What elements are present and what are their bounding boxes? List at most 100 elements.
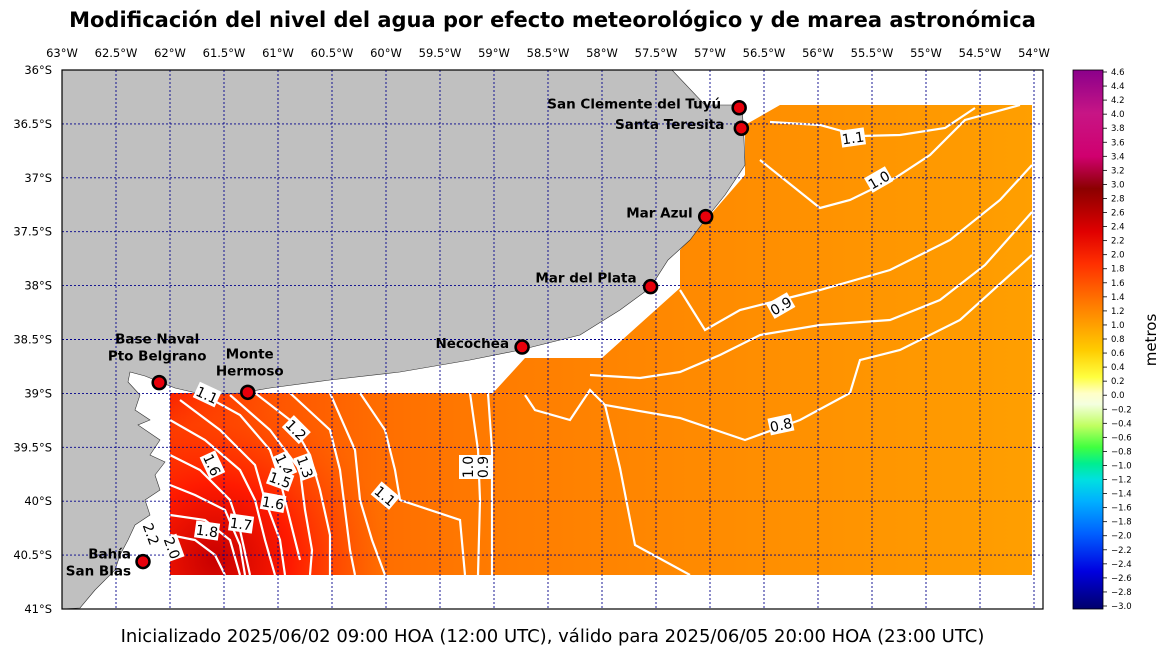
contour-label-bg — [767, 413, 795, 436]
lat-tick-label: 39.5°S — [13, 440, 52, 454]
station[interactable]: Mar Azul — [626, 206, 714, 225]
contour-label-bg — [459, 455, 476, 479]
lon-tick-label: 55°W — [910, 46, 942, 60]
contour-label-text: 1.0 — [461, 456, 477, 478]
station-marker[interactable] — [697, 208, 714, 225]
station[interactable]: Bahía San Blas — [66, 547, 151, 580]
colorbar-tick-label: 3.8 — [1111, 124, 1125, 134]
contour-label-bg — [271, 450, 298, 480]
lon-tick-label: 57.5°W — [635, 46, 678, 60]
station-label: Santa Teresita — [615, 117, 724, 133]
lon-tick-label: 58°W — [586, 46, 618, 60]
station[interactable]: Santa Teresita — [615, 117, 750, 136]
station[interactable]: San Clemente del Tuyú — [547, 97, 747, 116]
lon-tick-label: 60.5°W — [311, 46, 354, 60]
contour-label-bg — [160, 533, 185, 563]
colorbar-tick-label: 3.6 — [1111, 138, 1125, 148]
station-marker[interactable] — [642, 278, 659, 295]
contour-label: 2.0 — [160, 533, 185, 563]
station-label-line: Necochea — [435, 336, 509, 352]
colorbar-tick-label: 1.4 — [1111, 293, 1125, 303]
colorbar-tick-label: 2.8 — [1111, 194, 1125, 204]
station-label: Mar del Plata — [535, 271, 636, 287]
contour-label: 1.5 — [265, 467, 295, 493]
lon-tick-label: 59°W — [478, 46, 510, 60]
contour-label-text: 1.6 — [260, 494, 285, 514]
colorbar-tick-label: 2.2 — [1111, 237, 1125, 247]
station-label-line: Pto Belgrano — [108, 349, 207, 365]
contour-label-text: 0.9 — [476, 456, 492, 478]
map-frame — [61, 69, 1044, 610]
latitude-tick-labels: 36°S 36.5°S 37°S 37.5°S 38°S 38.5°S 39°S 39.5°S… — [13, 63, 52, 616]
contour-label-text: 1.8 — [195, 523, 219, 542]
contour-label: 1.8 — [194, 520, 221, 542]
lon-tick-label: 61.5°W — [203, 46, 246, 60]
contour-label-bg — [281, 415, 311, 445]
lon-tick-label: 54.5°W — [959, 46, 1002, 60]
station-label-line: Base Naval — [115, 332, 199, 348]
contour-label-bg — [370, 481, 400, 510]
colorbar-tick-label: 0.0 — [1111, 391, 1125, 401]
station-marker[interactable] — [240, 384, 256, 401]
station[interactable]: Mar del Plata — [535, 271, 659, 295]
station-marker[interactable] — [731, 99, 747, 116]
station-label: Bahía San Blas — [66, 547, 131, 580]
contour-label-bg — [194, 520, 221, 541]
colorbar-tick-label: −1.0 — [1111, 461, 1132, 471]
contour-label-text: 1.5 — [266, 470, 292, 493]
contour-label: 1.7 — [228, 513, 255, 535]
contour-label: 1.6 — [259, 492, 287, 514]
station-label-line: San Clemente del Tuyú — [547, 97, 721, 113]
contour-label: 0.8 — [767, 413, 795, 436]
lat-tick-label: 38.5°S — [13, 333, 52, 347]
contour-label-text: 2.0 — [160, 535, 183, 561]
lon-tick-label: 56°W — [802, 46, 834, 60]
lat-tick-label: 36.5°S — [13, 117, 52, 131]
colorbar-ticks: 4.6 4.4 4.2 4.0 3.8 3.6 3.4 3.2 3.0 2.8 2.6 2.4 2.2 2… — [1103, 68, 1132, 612]
lon-tick-label: 62.5°W — [95, 46, 138, 60]
station-marker[interactable] — [733, 120, 750, 136]
contour-label-bg — [839, 127, 866, 148]
colorbar-tick-label: −2.8 — [1111, 588, 1132, 598]
colorbar-tick-label: −2.6 — [1111, 574, 1132, 584]
colorbar-tick-label: 2.0 — [1111, 251, 1125, 261]
contour-label-bg — [192, 381, 222, 408]
colorbar-tick-label: 1.6 — [1111, 279, 1125, 289]
colorbar-tick-label: −0.2 — [1111, 405, 1132, 415]
colorbar-tick-label: −0.4 — [1111, 419, 1132, 429]
station[interactable]: Monte Hermoso — [216, 346, 284, 401]
colorbar-tick-label: −2.2 — [1111, 546, 1132, 556]
lat-tick-label: 37°S — [24, 171, 52, 185]
station-marker[interactable] — [151, 374, 167, 391]
contour-label: 1.0 — [459, 455, 477, 479]
colorbar-tick-label: 1.0 — [1111, 321, 1125, 331]
colorbar-tick-label: −1.4 — [1111, 490, 1132, 500]
colorbar-tick-label: 2.6 — [1111, 209, 1125, 219]
station[interactable]: Base Naval Pto Belgrano — [108, 332, 207, 391]
contour-label: 1.1 — [839, 127, 866, 148]
colorbar-label: metros — [1142, 314, 1160, 367]
colorbar-tick-label: 4.2 — [1111, 96, 1125, 106]
station-label: Mar Azul — [626, 206, 692, 222]
colorbar-tick-label: −0.8 — [1111, 447, 1132, 457]
colorbar-tick-label: −2.4 — [1111, 560, 1132, 570]
lon-tick-label: 55.5°W — [851, 46, 894, 60]
contour-label-text: 1.7 — [229, 516, 253, 535]
lat-tick-label: 41°S — [24, 602, 52, 616]
lat-tick-label: 39°S — [24, 386, 52, 400]
lon-tick-label: 56.5°W — [743, 46, 786, 60]
lon-tick-label: 63°W — [46, 46, 78, 60]
station-markers: San Clemente del Tuyú Santa Teresita Mar A… — [66, 97, 750, 580]
contour-label-bg — [259, 492, 287, 513]
colorbar-tick-label: 3.0 — [1111, 180, 1125, 190]
station-label-line: San Blas — [66, 564, 131, 580]
station[interactable]: Necochea — [435, 336, 530, 355]
station-marker[interactable] — [514, 339, 530, 355]
station-label: Base Naval Pto Belgrano — [108, 332, 207, 365]
station-label-line: Monte — [226, 346, 274, 362]
contour-label-bg — [199, 450, 226, 480]
contour-label: 1.3 — [293, 452, 318, 482]
station-marker[interactable] — [135, 553, 151, 570]
colorbar-tick-label: −1.6 — [1111, 504, 1132, 514]
